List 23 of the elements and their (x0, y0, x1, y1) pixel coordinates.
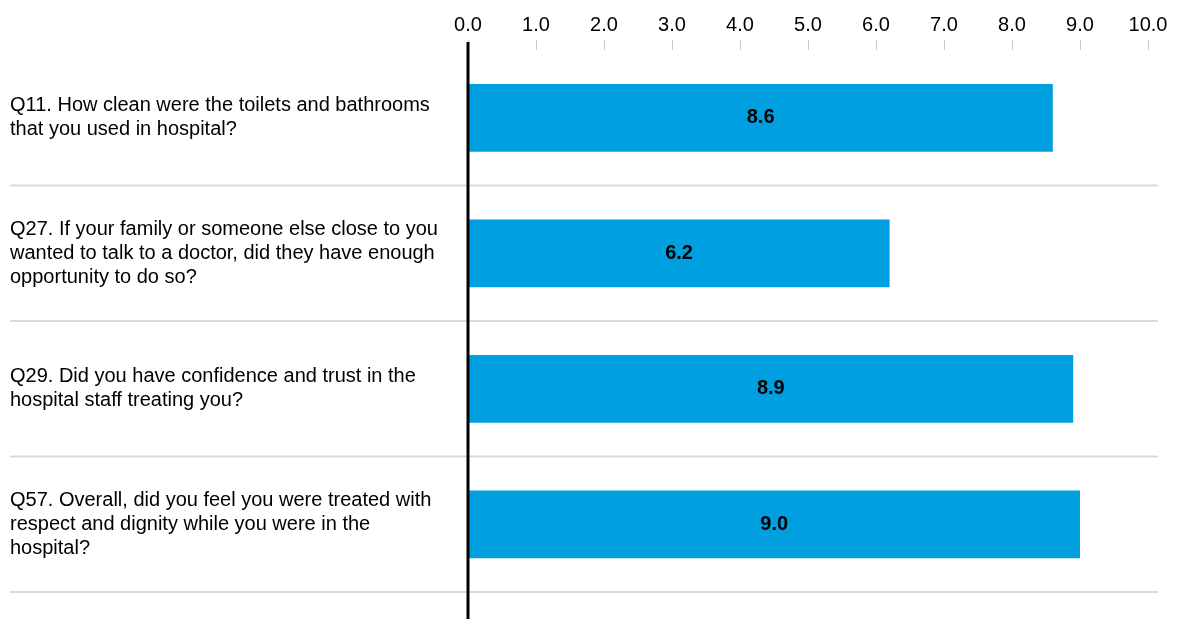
data-label: 8.9 (756, 376, 785, 399)
bar (468, 490, 1080, 559)
y-tick-label: Q27. If your family or someone else close to you wanted to talk to a doctor, did they have enough opportunity to do so? (9, 216, 438, 287)
x-tick-label: 10.0 (1128, 12, 1168, 35)
x-tick-label: 2.0 (590, 12, 618, 35)
y-tick-label: Q57. Overall, did you feel you were treated with respect and dignity while you were in the hospital? (10, 487, 432, 558)
x-tick-label: 9.0 (1066, 12, 1094, 35)
x-tick-label: 0.0 (454, 12, 482, 35)
data-label: 8.6 (746, 105, 775, 128)
x-tick-label: 6.0 (862, 12, 890, 35)
x-tick-label: 8.0 (998, 12, 1026, 35)
data-label: 6.2 (665, 240, 693, 263)
y-tick-label: Q29. Did you have confidence and trust in the hospital staff treating you? (10, 364, 416, 411)
bar (468, 219, 890, 288)
x-tick-label: 4.0 (726, 12, 754, 35)
x-tick-label: 1.0 (522, 12, 550, 35)
data-label: 9.0 (760, 511, 789, 534)
bar (468, 354, 1074, 423)
y-tick-label: Q11. How clean were the toilets and bathrooms that you used in hospital? (10, 93, 430, 140)
x-tick-label: 7.0 (930, 12, 958, 35)
x-tick-label: 3.0 (658, 12, 686, 35)
bar (468, 83, 1053, 152)
x-tick-label: 5.0 (794, 12, 822, 35)
